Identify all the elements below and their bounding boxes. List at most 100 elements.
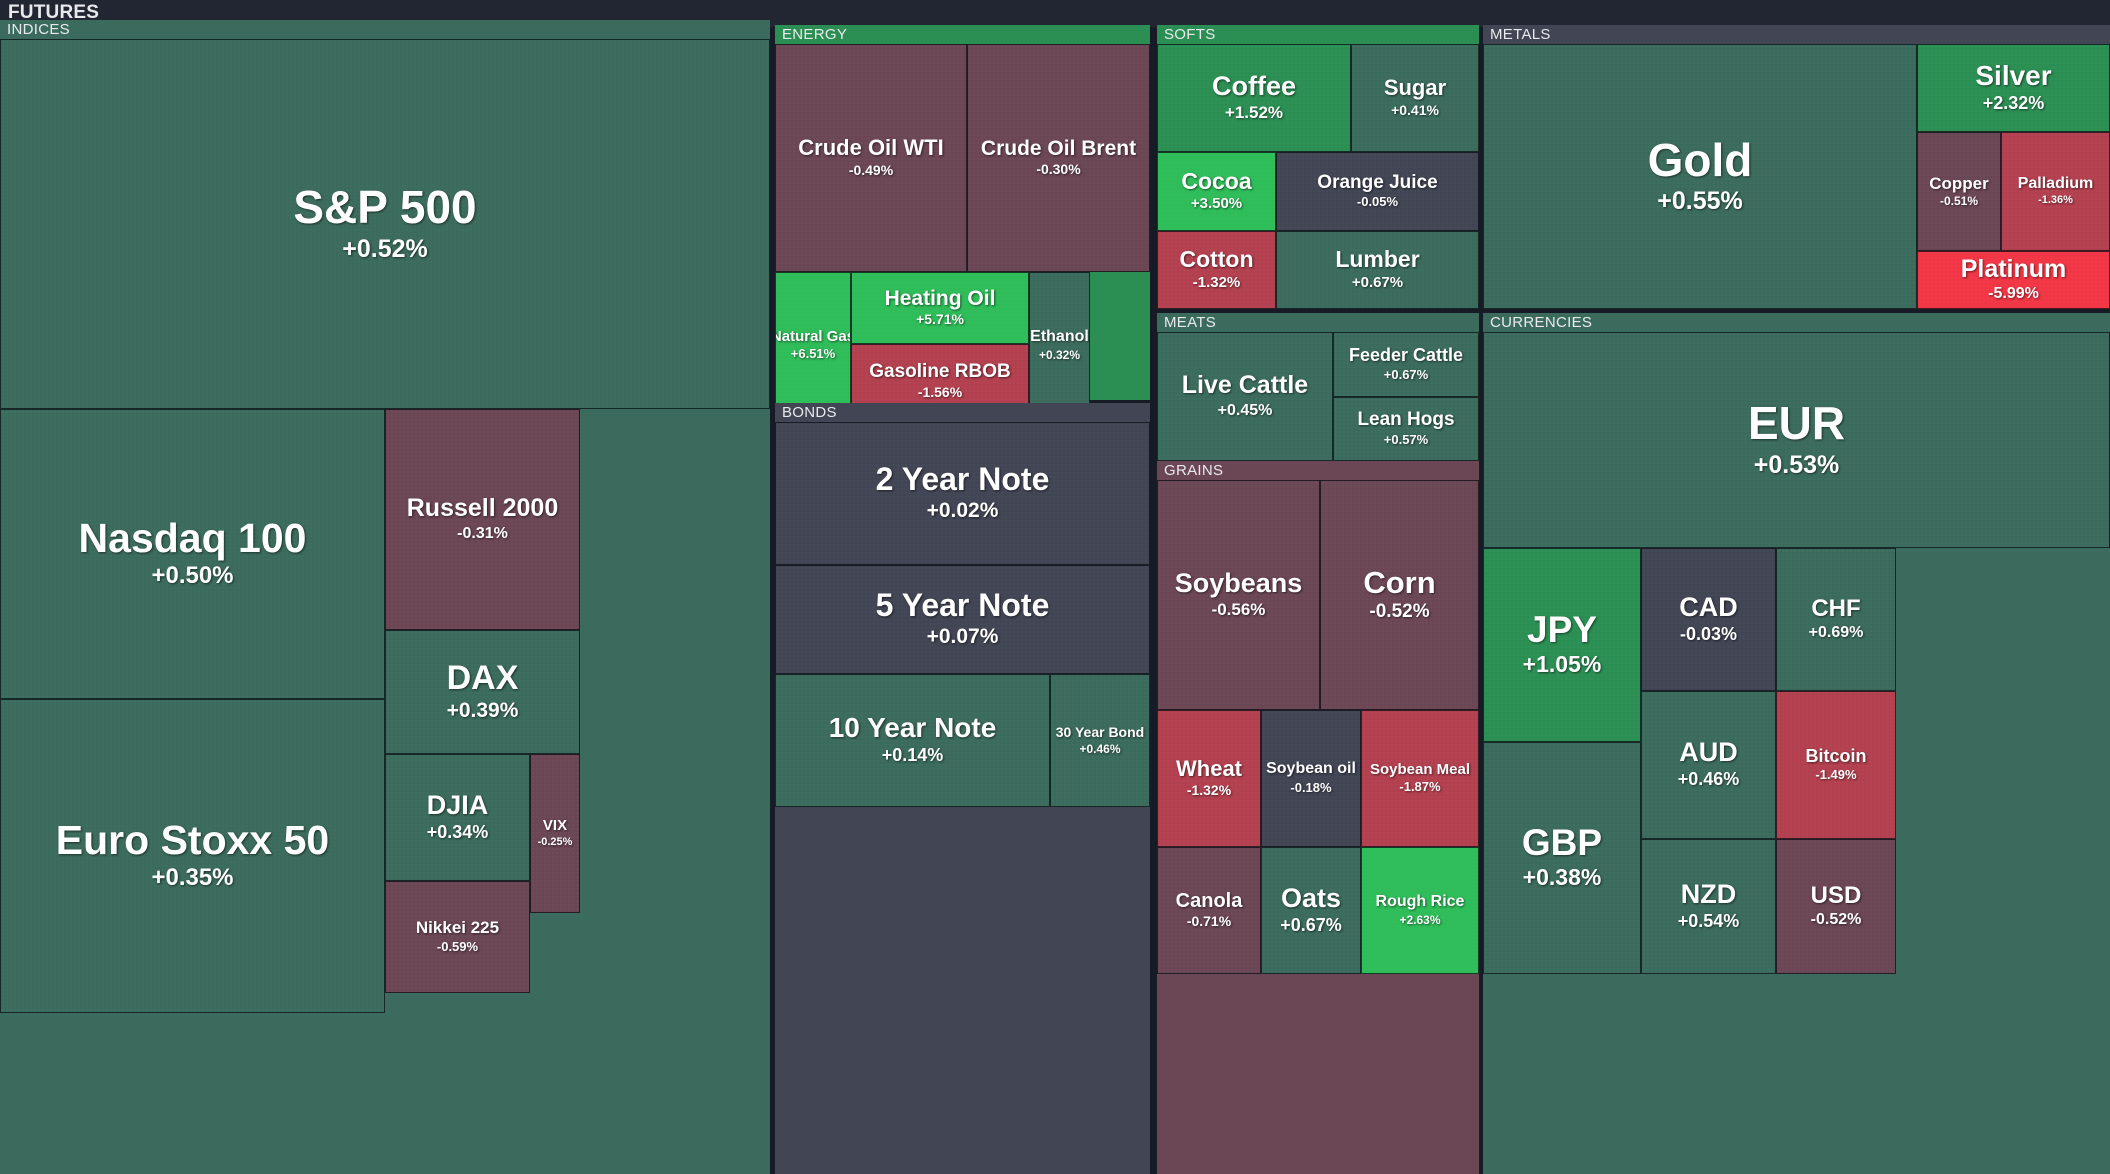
tile-symbol-label: AUD bbox=[1679, 737, 1738, 768]
tile-symbol-label: Euro Stoxx 50 bbox=[55, 817, 330, 864]
tile-symbol-label: 10 Year Note bbox=[828, 712, 997, 744]
treemap-tile[interactable]: Palladium -1.36% bbox=[2001, 132, 2110, 251]
treemap-tile[interactable]: JPY +1.05% bbox=[1483, 548, 1641, 742]
treemap-tile[interactable]: Bitcoin -1.49% bbox=[1776, 691, 1896, 839]
sector-label-grains[interactable]: GRAINS bbox=[1157, 461, 1479, 480]
page-title: FUTURES bbox=[8, 2, 100, 23]
treemap-tile[interactable]: Sugar +0.41% bbox=[1351, 44, 1479, 152]
treemap-tile[interactable]: Live Cattle +0.45% bbox=[1157, 332, 1333, 461]
treemap-tile[interactable]: Feeder Cattle +0.67% bbox=[1333, 332, 1479, 397]
tile-change-value: +5.71% bbox=[916, 311, 964, 328]
sector-group-indices: INDICES S&P 500 +0.52% Nasdaq 100 +0.50% Euro… bbox=[0, 20, 770, 1174]
treemap-tile[interactable]: 5 Year Note +0.07% bbox=[775, 565, 1150, 674]
tile-change-value: -1.87% bbox=[1399, 779, 1441, 795]
tile-change-value: -0.71% bbox=[1186, 913, 1232, 930]
tile-change-value: -0.56% bbox=[1211, 599, 1266, 619]
tile-change-value: +1.05% bbox=[1522, 651, 1602, 678]
tile-change-value: +0.46% bbox=[1677, 769, 1740, 790]
tile-change-value: -0.52% bbox=[1810, 911, 1862, 929]
tile-change-value: +0.46% bbox=[1079, 741, 1121, 756]
treemap-tile[interactable]: DJIA +0.34% bbox=[385, 754, 530, 881]
tile-symbol-label: Copper bbox=[1929, 173, 1989, 193]
treemap-tile[interactable]: CHF +0.69% bbox=[1776, 548, 1896, 691]
treemap-tile[interactable]: NZD +0.54% bbox=[1641, 839, 1776, 974]
treemap-tile[interactable]: Natural Gas +6.51% bbox=[775, 272, 851, 419]
sector-label-bonds[interactable]: BONDS bbox=[775, 403, 1150, 422]
treemap-tile[interactable]: Ethanol +0.32% bbox=[1029, 272, 1090, 419]
treemap-tile[interactable]: Gold +0.55% bbox=[1483, 44, 1917, 309]
treemap-tile[interactable]: Oats +0.67% bbox=[1261, 847, 1361, 974]
tile-symbol-label: VIX bbox=[542, 817, 568, 835]
tile-change-value: +0.35% bbox=[151, 863, 234, 891]
treemap-tile[interactable]: Crude Oil Brent -0.30% bbox=[967, 44, 1150, 272]
tile-symbol-label: GBP bbox=[1521, 822, 1603, 864]
tile-symbol-label: Sugar bbox=[1383, 75, 1447, 101]
sector-body: Gold +0.55% Silver +2.32% Copper -0.51% Pallad… bbox=[1483, 44, 2110, 309]
treemap-tile[interactable]: Soybeans -0.56% bbox=[1157, 480, 1320, 710]
tile-symbol-label: CAD bbox=[1679, 591, 1738, 622]
tile-symbol-label: DAX bbox=[446, 658, 519, 697]
tile-symbol-label: JPY bbox=[1527, 609, 1597, 651]
treemap-tile[interactable]: S&P 500 +0.52% bbox=[0, 39, 770, 409]
tile-change-value: -1.32% bbox=[1186, 782, 1232, 799]
treemap-tile[interactable]: Russell 2000 -0.31% bbox=[385, 409, 580, 630]
tile-symbol-label: Rough Rice bbox=[1375, 893, 1465, 911]
tile-change-value: +0.52% bbox=[342, 234, 428, 263]
treemap-tile[interactable]: AUD +0.46% bbox=[1641, 691, 1776, 839]
tile-symbol-label: 5 Year Note bbox=[875, 587, 1050, 624]
treemap-tile[interactable]: Euro Stoxx 50 +0.35% bbox=[0, 699, 385, 1013]
tile-symbol-label: Lumber bbox=[1335, 246, 1420, 273]
tile-symbol-label: Live Cattle bbox=[1181, 371, 1309, 400]
tile-symbol-label: Platinum bbox=[1960, 254, 2067, 283]
tile-symbol-label: Feeder Cattle bbox=[1348, 345, 1464, 366]
sector-label-metals[interactable]: METALS bbox=[1483, 25, 2110, 44]
treemap-tile[interactable]: EUR +0.53% bbox=[1483, 332, 2110, 548]
treemap-tile[interactable]: GBP +0.38% bbox=[1483, 742, 1641, 974]
treemap-tile[interactable]: USD -0.52% bbox=[1776, 839, 1896, 974]
tile-symbol-label: EUR bbox=[1747, 397, 1846, 450]
treemap-tile[interactable]: Lean Hogs +0.57% bbox=[1333, 397, 1479, 461]
treemap-tile[interactable]: DAX +0.39% bbox=[385, 630, 580, 754]
treemap-tile[interactable]: Canola -0.71% bbox=[1157, 847, 1261, 974]
treemap-tile[interactable]: Rough Rice +2.63% bbox=[1361, 847, 1479, 974]
treemap-tile[interactable]: Soybean Meal -1.87% bbox=[1361, 710, 1479, 847]
treemap-tile[interactable]: Silver +2.32% bbox=[1917, 44, 2110, 132]
tile-symbol-label: Soybean oil bbox=[1266, 760, 1356, 778]
tile-change-value: +0.67% bbox=[1351, 273, 1404, 291]
sector-label-currencies[interactable]: CURRENCIES bbox=[1483, 313, 2110, 332]
sector-label-indices[interactable]: INDICES bbox=[0, 20, 770, 39]
sector-group-grains: GRAINS Soybeans -0.56% Corn -0.52% Wheat -1.32… bbox=[1157, 461, 1479, 1174]
sector-label-energy[interactable]: ENERGY bbox=[775, 25, 1150, 44]
treemap-tile[interactable]: Lumber +0.67% bbox=[1276, 231, 1479, 309]
treemap-tile[interactable]: Copper -0.51% bbox=[1917, 132, 2001, 251]
treemap-tile[interactable]: 10 Year Note +0.14% bbox=[775, 674, 1050, 807]
treemap-tile[interactable]: CAD -0.03% bbox=[1641, 548, 1776, 691]
sector-label-softs[interactable]: SOFTS bbox=[1157, 25, 1479, 44]
treemap-tile[interactable]: Nikkei 225 -0.59% bbox=[385, 881, 530, 993]
tile-change-value: +6.51% bbox=[790, 346, 836, 362]
treemap-tile[interactable]: Wheat -1.32% bbox=[1157, 710, 1261, 847]
treemap-tile[interactable]: 30 Year Bond +0.46% bbox=[1050, 674, 1150, 807]
tile-symbol-label: Cocoa bbox=[1181, 167, 1252, 194]
treemap-tile[interactable]: Heating Oil +5.71% bbox=[851, 272, 1029, 344]
treemap-tile[interactable]: Nasdaq 100 +0.50% bbox=[0, 409, 385, 699]
tile-change-value: +0.54% bbox=[1677, 910, 1740, 931]
treemap-tile[interactable]: Platinum -5.99% bbox=[1917, 251, 2110, 309]
treemap-tile[interactable]: Coffee +1.52% bbox=[1157, 44, 1351, 152]
tile-change-value: -0.25% bbox=[537, 835, 573, 848]
tile-change-value: -1.32% bbox=[1192, 273, 1241, 291]
tile-symbol-label: Gasoline RBOB bbox=[869, 361, 1011, 383]
tile-symbol-label: Natural Gas bbox=[775, 327, 851, 345]
tile-symbol-label: Coffee bbox=[1211, 70, 1296, 101]
sector-label-meats[interactable]: MEATS bbox=[1157, 313, 1479, 332]
treemap-tile[interactable]: 2 Year Note +0.02% bbox=[775, 422, 1150, 565]
treemap-tile[interactable]: VIX -0.25% bbox=[530, 754, 580, 913]
treemap-tile[interactable]: Crude Oil WTI -0.49% bbox=[775, 44, 967, 272]
tile-symbol-label: Ethanol bbox=[1030, 328, 1089, 346]
treemap-tile[interactable]: Orange Juice -0.05% bbox=[1276, 152, 1479, 231]
treemap-tile[interactable]: Soybean oil -0.18% bbox=[1261, 710, 1361, 847]
treemap-tile[interactable]: Corn -0.52% bbox=[1320, 480, 1479, 710]
treemap-tile[interactable]: Cocoa +3.50% bbox=[1157, 152, 1276, 231]
treemap-tile[interactable]: Cotton -1.32% bbox=[1157, 231, 1276, 309]
tile-change-value: -0.05% bbox=[1356, 194, 1399, 210]
